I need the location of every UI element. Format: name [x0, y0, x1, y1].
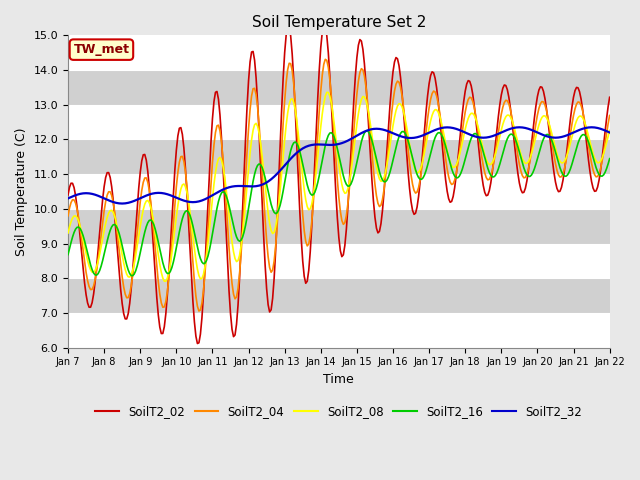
Bar [68, 278, 610, 313]
Bar [68, 70, 610, 105]
Title: Soil Temperature Set 2: Soil Temperature Set 2 [252, 15, 426, 30]
Bar [68, 105, 610, 139]
Bar [68, 139, 610, 174]
Bar [68, 209, 610, 243]
Legend: SoilT2_02, SoilT2_04, SoilT2_08, SoilT2_16, SoilT2_32: SoilT2_02, SoilT2_04, SoilT2_08, SoilT2_… [91, 400, 587, 423]
X-axis label: Time: Time [323, 373, 354, 386]
Bar [68, 174, 610, 209]
Bar [68, 243, 610, 278]
Text: TW_met: TW_met [74, 43, 129, 56]
Bar [68, 313, 610, 348]
Bar [68, 36, 610, 70]
Y-axis label: Soil Temperature (C): Soil Temperature (C) [15, 127, 28, 256]
